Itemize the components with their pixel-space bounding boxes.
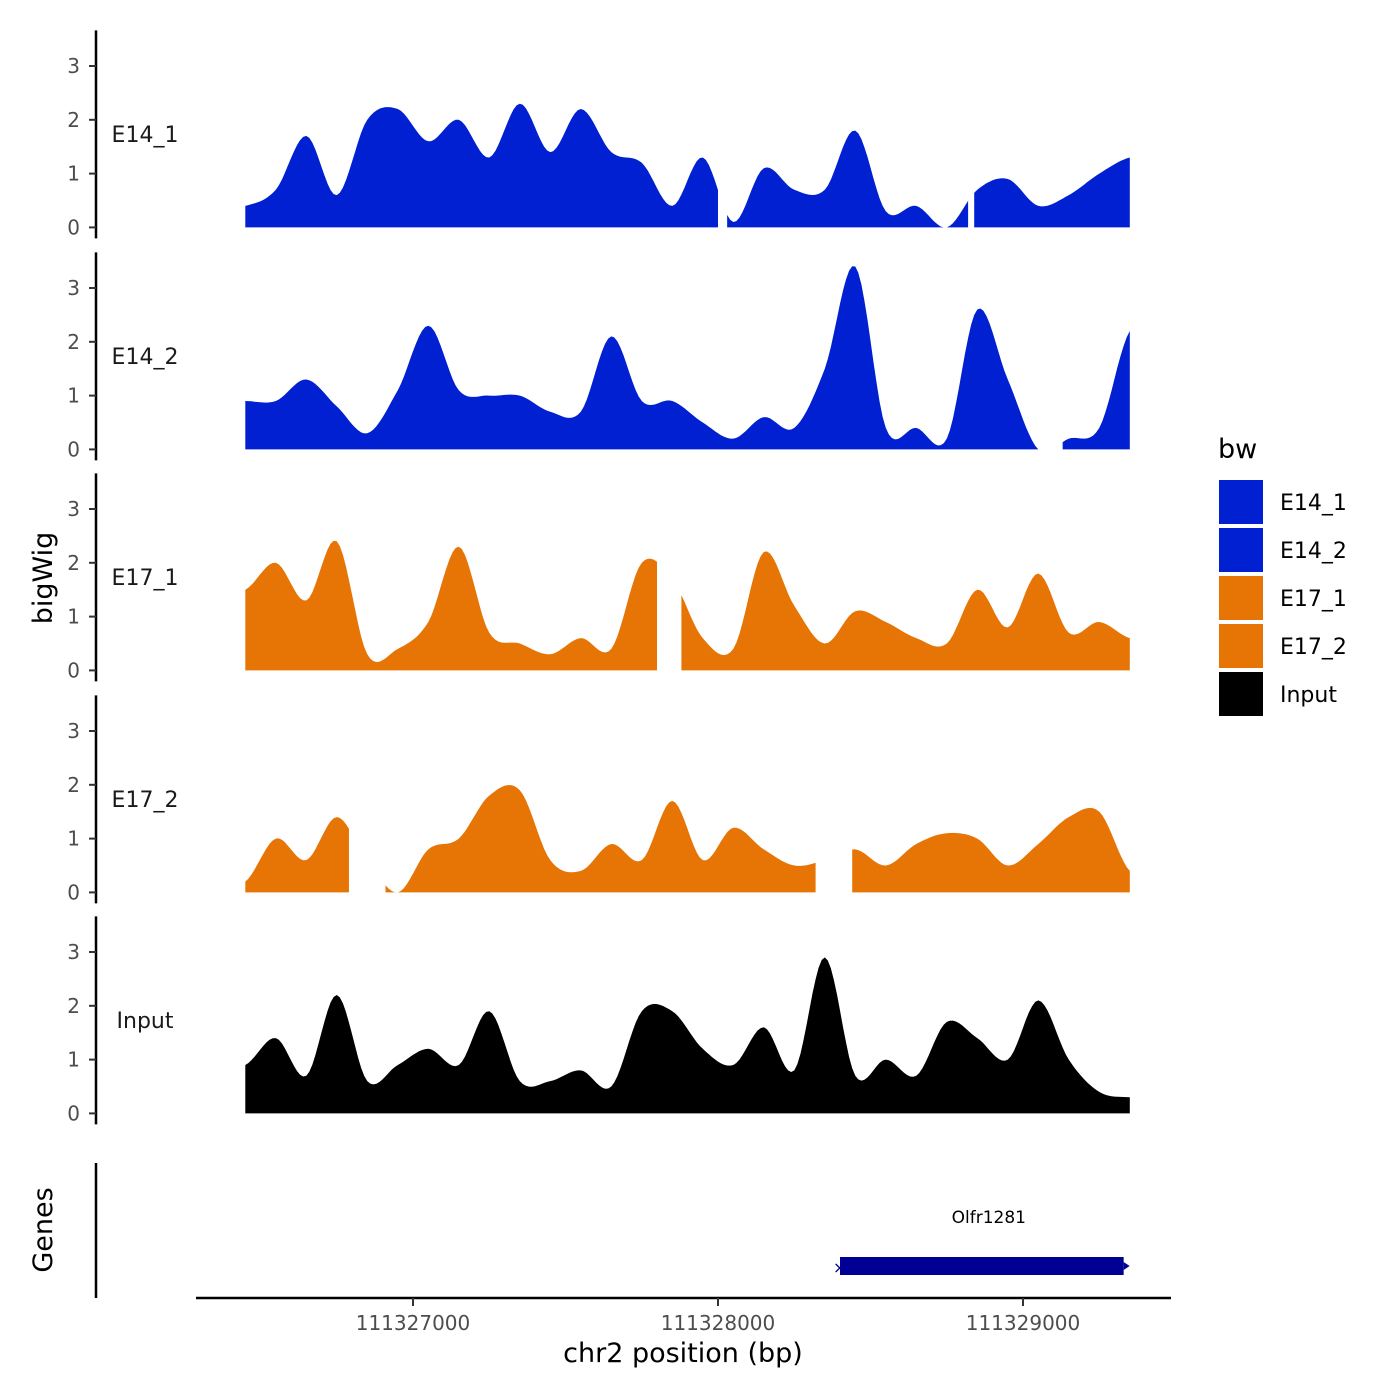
x-tick-label-111329000: 111329000 [966,1311,1081,1335]
x-axis: 111327000 111328000 111329000 chr2 positio… [196,1296,1171,1369]
signal-gap-e14-2-0 [1038,255,1063,451]
y-tick-label-e17-2-0: 0 [67,880,80,904]
y-axis-title: bigWig [28,532,59,625]
y-tick-label-e14-1-3: 3 [67,54,80,78]
signal-gap-e17-2-0 [348,698,386,894]
track-label-e14-1: E14_1 [112,123,179,148]
legend-label-input: Input [1280,683,1337,708]
y-tick-label-input-3: 3 [67,940,80,964]
legend-swatch-e14-1 [1219,480,1263,524]
signal-area-e14-2 [245,266,1130,450]
x-axis-title: chr2 position (bp) [563,1338,803,1369]
gene-strand-arrow-olfr1281 [1123,1262,1130,1270]
legend-label-e17-2: E17_2 [1280,635,1347,660]
legend-label-e17-1: E17_1 [1280,587,1347,612]
y-tick-label-e17-1-0: 0 [67,658,80,682]
y-tick-label-e17-2-2: 2 [67,773,80,797]
signal-gap-e14-1-1 [968,33,975,229]
signal-gap-e17-2-1 [815,698,853,894]
legend-swatch-e17-2 [1219,624,1263,668]
y-tick-label-e14-1-2: 2 [67,108,80,132]
gene-start-marker-olfr1281: × [833,1258,846,1277]
track-e14-2: 0 1 2 3 E14_2 [67,252,1130,461]
signal-tracks: 0 1 2 3 E14_1 0 1 2 3 E14_2 0 1 2 3 E17_1 0 1 2 3 E17_2 0 1 2 3… [67,30,1130,1125]
y-tick-label-e14-1-1: 1 [67,162,80,186]
signal-area-e14-1 [245,103,1130,228]
y-tick-label-e17-1-1: 1 [67,605,80,629]
signal-area-e17-2 [245,785,1130,893]
y-tick-label-input-0: 0 [67,1101,80,1125]
legend-swatch-input [1219,672,1263,716]
signal-area-input [245,957,1130,1114]
y-tick-label-input-2: 2 [67,994,80,1018]
track-e17-1: 0 1 2 3 E17_1 [67,473,1130,682]
x-tick-label-111327000: 111327000 [356,1311,471,1335]
y-tick-label-e17-2-3: 3 [67,719,80,743]
x-ticks: 111327000 111328000 111329000 [356,1298,1081,1335]
legend-label-e14-2: E14_2 [1280,539,1347,564]
track-label-e17-2: E17_2 [112,788,179,813]
x-tick-label-111328000: 111328000 [661,1311,776,1335]
y-tick-label-e14-2-2: 2 [67,330,80,354]
y-tick-label-e14-1-0: 0 [67,215,80,239]
legend: bw E14_1 E14_2 E17_1 E17_2 Input [1218,434,1347,716]
legend-swatch-e17-1 [1219,576,1263,620]
y-tick-label-e17-1-3: 3 [67,497,80,521]
y-tick-label-e17-2-1: 1 [67,827,80,851]
gene-models: Olfr1281 × [833,1208,1130,1277]
signal-gap-e17-1-0 [657,476,682,672]
legend-title: bw [1218,434,1257,465]
track-input: 0 1 2 3 Input [67,916,1130,1125]
genes-panel: Genes Olfr1281 × [28,1163,1130,1298]
legend-swatch-e14-2 [1219,528,1263,572]
track-label-e14-2: E14_2 [112,345,179,370]
y-tick-label-e14-2-1: 1 [67,384,80,408]
y-tick-label-e14-2-3: 3 [67,276,80,300]
y-tick-label-input-1: 1 [67,1048,80,1072]
gene-body-olfr1281 [840,1257,1124,1275]
gene-label-olfr1281: Olfr1281 [952,1208,1026,1228]
track-label-e17-1: E17_1 [112,566,179,591]
y-tick-label-e14-2-0: 0 [67,437,80,461]
signal-gap-e14-1-0 [718,33,728,229]
y-tick-label-e17-1-2: 2 [67,551,80,575]
signal-area-e17-1 [245,540,1130,671]
track-e17-2: 0 1 2 3 E17_2 [67,695,1130,904]
genes-axis-title: Genes [28,1187,59,1272]
legend-label-e14-1: E14_1 [1280,491,1347,516]
track-e14-1: 0 1 2 3 E14_1 [67,30,1130,239]
legend-items: E14_1 E14_2 E17_1 E17_2 Input [1219,480,1347,716]
track-label-input: Input [117,1009,174,1034]
